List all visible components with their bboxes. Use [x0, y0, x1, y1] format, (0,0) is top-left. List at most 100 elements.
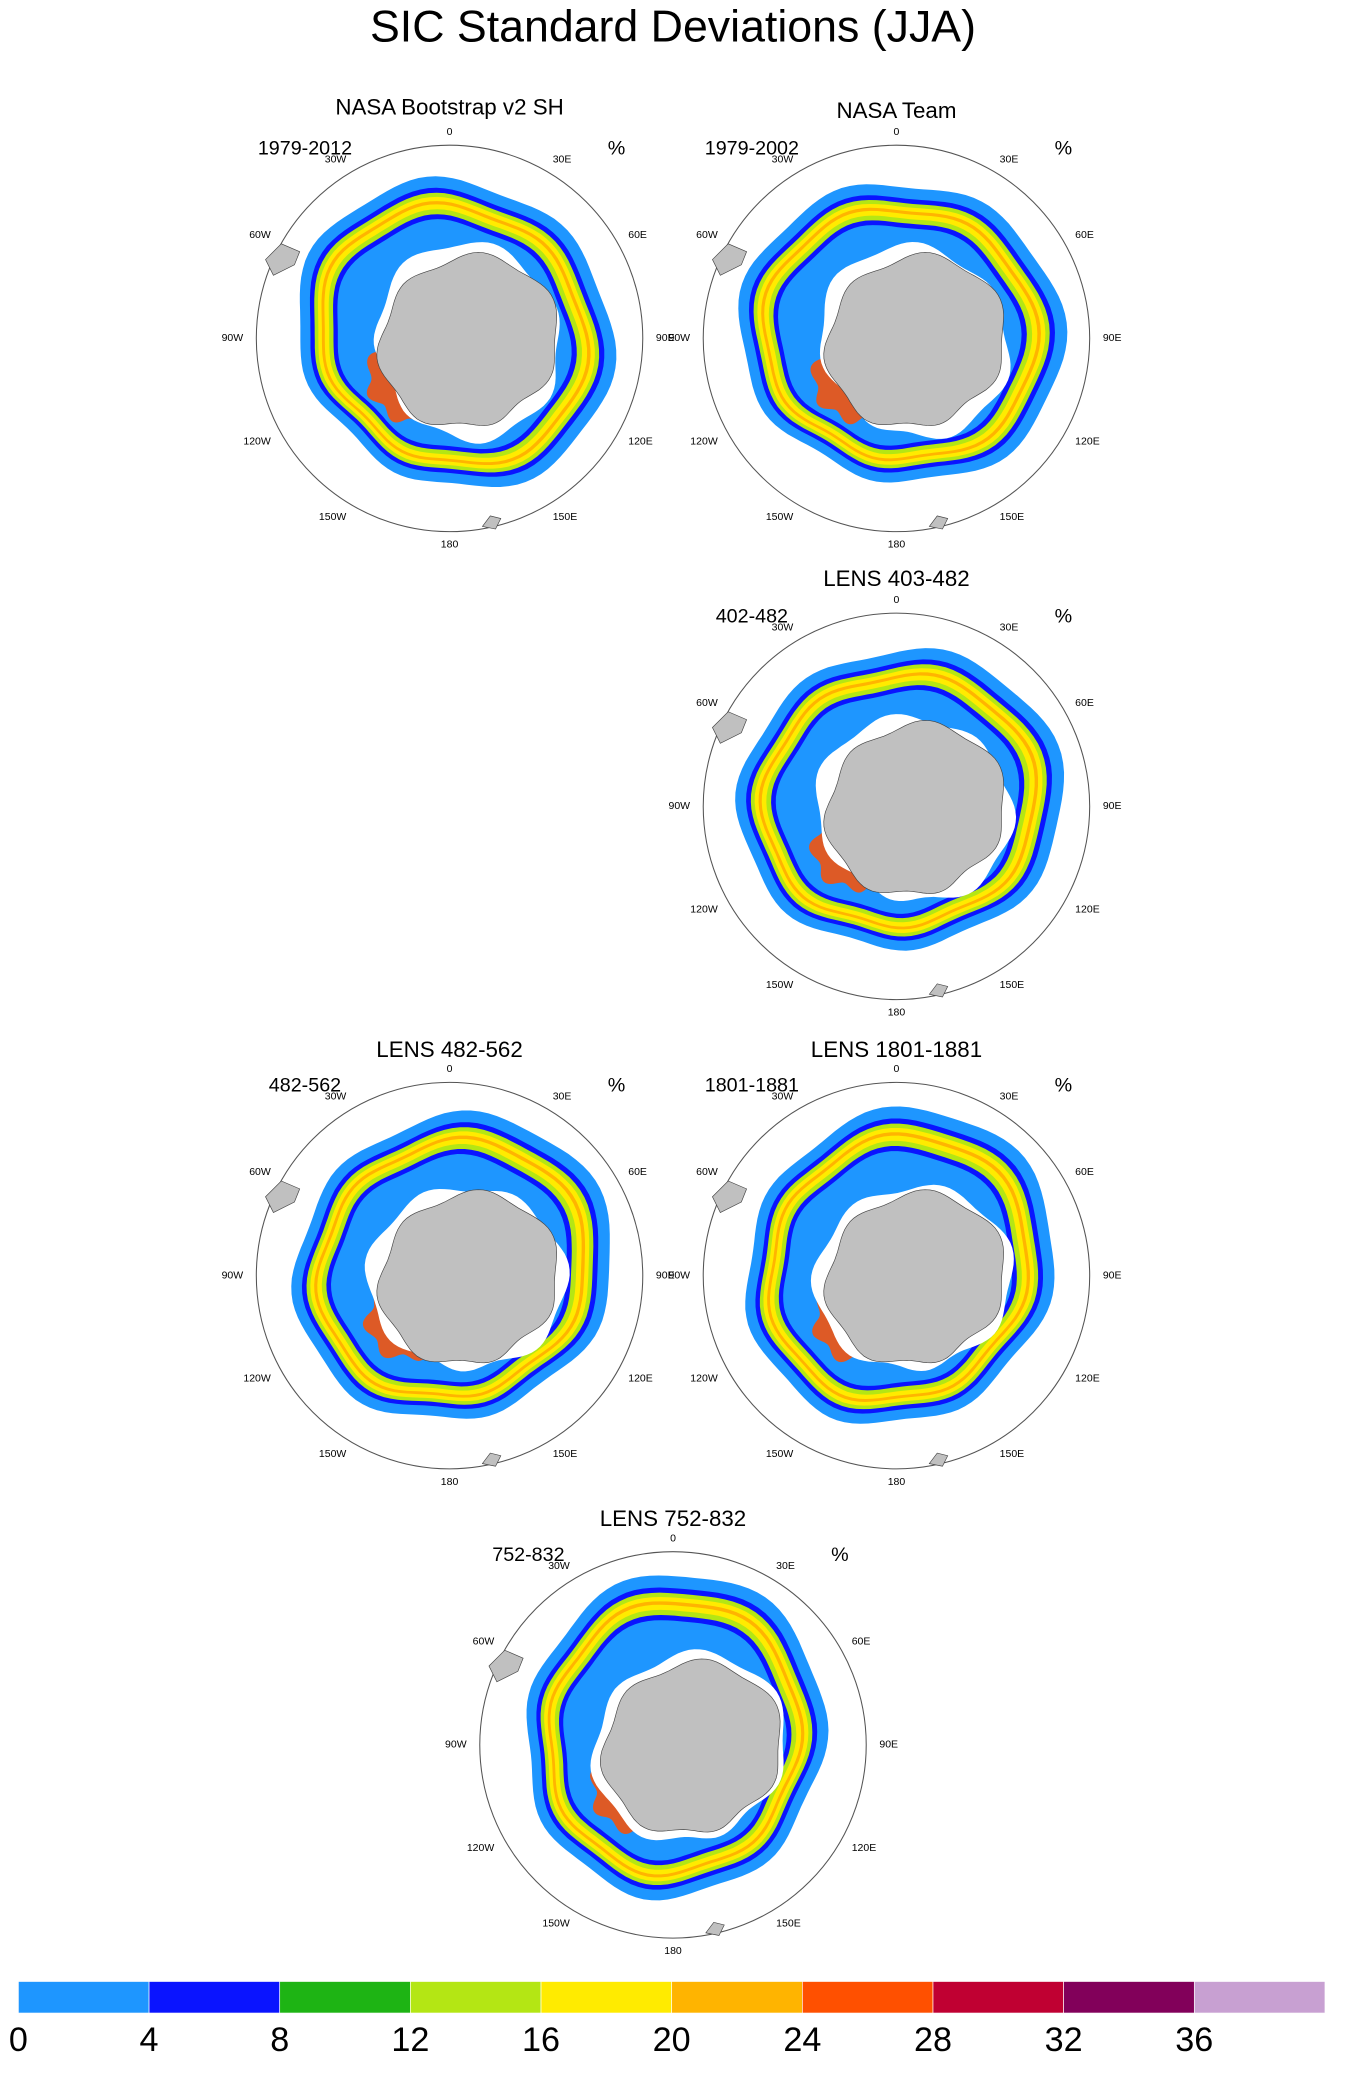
- colorbar-tick-label: 12: [391, 2021, 429, 2059]
- panel-period: 402-482: [716, 605, 788, 627]
- longitude-label: 90W: [445, 1739, 467, 1751]
- colorbar-tick-label: 4: [140, 2021, 159, 2059]
- longitude-label: 150E: [776, 1917, 801, 1929]
- colorbar-cell: [1063, 1981, 1195, 2014]
- south-america: [712, 711, 748, 744]
- colorbar-tick-label: 0: [9, 2021, 28, 2059]
- longitude-label: 150E: [1000, 1448, 1025, 1460]
- longitude-label: 30E: [776, 1560, 795, 1572]
- longitude-label: 30W: [548, 1560, 570, 1572]
- longitude-label: 90W: [668, 1269, 690, 1281]
- colorbar-cell: [18, 1981, 150, 2014]
- longitude-label: 90E: [879, 1739, 898, 1751]
- longitude-label: 150E: [553, 1448, 578, 1460]
- map-panel: NASA Team 1979-2002 % 0 30E 60E 90E 120E 150E 180…: [668, 98, 1121, 550]
- longitude-label: 60W: [696, 229, 718, 241]
- longitude-label: 60E: [852, 1635, 871, 1647]
- longitude-label: 120W: [243, 435, 271, 447]
- longitude-label: 120E: [1075, 435, 1100, 447]
- longitude-label: 90E: [1103, 800, 1122, 812]
- panel-period: 1979-2002: [705, 137, 799, 159]
- antarctica: [376, 252, 557, 426]
- longitude-label: 150E: [1000, 511, 1025, 523]
- longitude-label: 60W: [473, 1635, 495, 1647]
- longitude-label: 90E: [656, 332, 675, 344]
- longitude-label: 90W: [222, 1269, 244, 1281]
- longitude-label: 120E: [628, 435, 653, 447]
- longitude-label: 180: [888, 539, 906, 551]
- longitude-label: 60W: [249, 229, 271, 241]
- longitude-label: 0: [894, 1063, 900, 1075]
- longitude-label: 30W: [325, 153, 347, 165]
- colorbar-cell: [540, 1981, 673, 2014]
- colorbar-cell: [802, 1981, 934, 2014]
- longitude-label: 60E: [1075, 697, 1094, 709]
- longitude-label: 150E: [1000, 979, 1025, 991]
- longitude-label: 30E: [553, 1091, 572, 1103]
- colorbar-cell: [148, 1981, 281, 2014]
- south-america: [265, 1180, 301, 1213]
- longitude-label: 60E: [1075, 229, 1094, 241]
- colorbar-cell: [1193, 1981, 1326, 2014]
- panel-title: LENS 1801-1881: [811, 1037, 982, 1062]
- longitude-label: 60W: [696, 1166, 718, 1178]
- longitude-label: 180: [888, 1476, 906, 1488]
- south-america: [488, 1649, 524, 1683]
- longitude-label: 60E: [628, 229, 647, 241]
- longitude-label: 90W: [222, 332, 244, 344]
- map-panel: LENS 752-832 752-832 % 0 30E 60E 90E 120E 150E 18…: [445, 1506, 898, 1957]
- antarctica: [823, 252, 1004, 426]
- panel-unit: %: [608, 137, 626, 159]
- longitude-label: 60W: [696, 697, 718, 709]
- longitude-label: 180: [441, 1476, 459, 1488]
- island: [928, 1452, 949, 1467]
- longitude-label: 30W: [772, 1091, 794, 1103]
- colorbar-cell: [410, 1981, 542, 2014]
- map-panel: LENS 1801-1881 1801-1881 % 0 30E 60E 90E 120E 15…: [668, 1037, 1121, 1488]
- longitude-label: 0: [447, 126, 453, 138]
- antarctica: [823, 1189, 1004, 1364]
- longitude-label: 120W: [690, 903, 718, 915]
- panel-unit: %: [1055, 605, 1073, 627]
- south-america: [712, 243, 748, 276]
- island: [705, 1921, 725, 1936]
- longitude-label: 90E: [656, 1269, 675, 1281]
- panel-title: LENS 403-482: [823, 566, 969, 591]
- colorbar-tick-label: 20: [653, 2021, 691, 2059]
- longitude-label: 150W: [766, 979, 794, 991]
- longitude-label: 120W: [690, 1373, 718, 1385]
- longitude-label: 0: [894, 126, 900, 138]
- map-panel: NASA Bootstrap v2 SH 1979-2012 % 0 30E 60E 90E…: [222, 94, 675, 550]
- longitude-label: 0: [670, 1532, 676, 1544]
- longitude-label: 150W: [766, 511, 794, 523]
- panel-title: LENS 482-562: [376, 1037, 522, 1062]
- longitude-label: 150W: [319, 1448, 347, 1460]
- longitude-label: 90W: [668, 332, 690, 344]
- colorbar-cell: [932, 1981, 1064, 2014]
- panel-period: 1979-2012: [258, 137, 352, 159]
- panel-period: 1801-1881: [705, 1075, 799, 1097]
- longitude-label: 30W: [325, 1091, 347, 1103]
- longitude-label: 0: [894, 594, 900, 606]
- longitude-label: 150W: [319, 511, 347, 523]
- south-america: [265, 243, 301, 276]
- longitude-label: 180: [888, 1007, 906, 1019]
- longitude-label: 90W: [668, 800, 690, 812]
- panel-title: LENS 752-832: [600, 1506, 746, 1531]
- longitude-label: 90E: [1103, 1269, 1122, 1281]
- longitude-label: 30E: [553, 153, 572, 165]
- panel-unit: %: [831, 1544, 849, 1566]
- colorbar-tick-label: 36: [1175, 2021, 1213, 2059]
- panel-period: 482-562: [269, 1075, 341, 1097]
- panel-unit: %: [1055, 1075, 1073, 1097]
- longitude-label: 90E: [1103, 332, 1122, 344]
- antarctica: [599, 1658, 781, 1833]
- longitude-label: 150W: [542, 1917, 570, 1929]
- longitude-label: 60E: [1075, 1166, 1094, 1178]
- island: [928, 983, 949, 998]
- colorbar-tick-label: 24: [783, 2021, 821, 2059]
- panel-unit: %: [1055, 137, 1073, 159]
- longitude-label: 120E: [1075, 1373, 1100, 1385]
- antarctica: [376, 1189, 557, 1364]
- longitude-label: 150E: [553, 511, 578, 523]
